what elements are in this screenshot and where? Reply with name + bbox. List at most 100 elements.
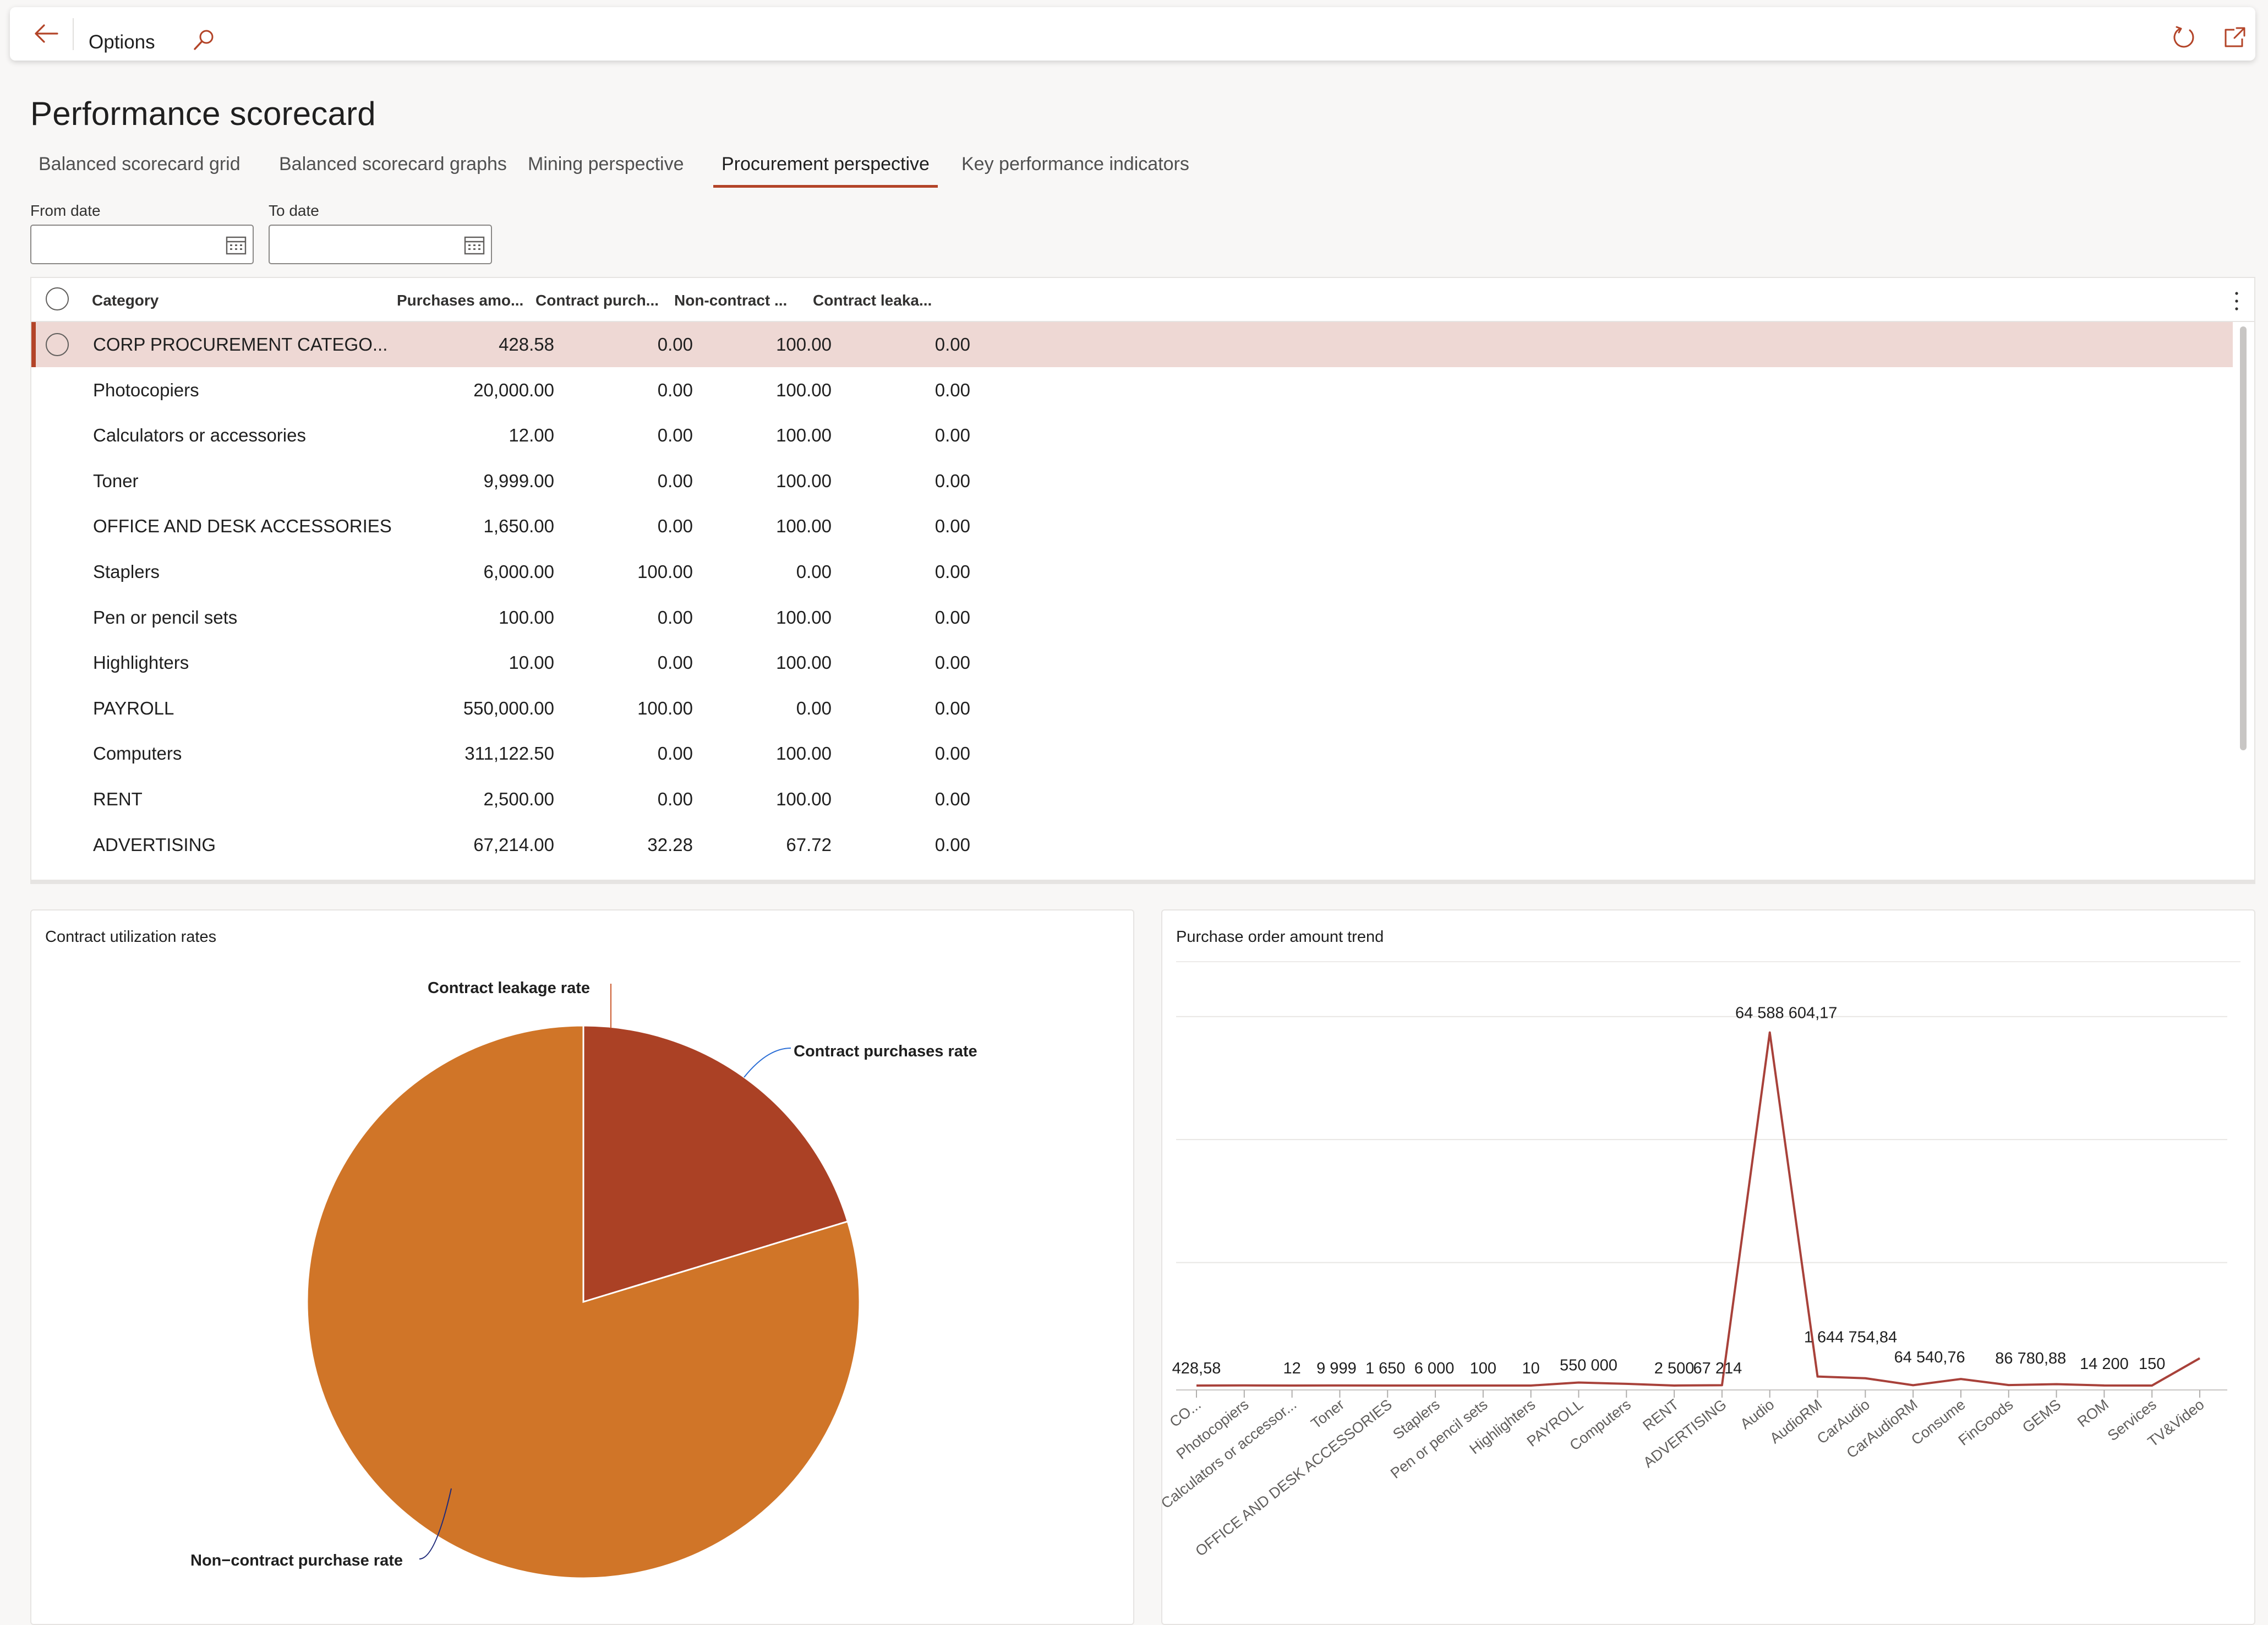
x-tick-label: GEMS (2019, 1396, 2064, 1436)
cell-contract-leakage: 0.00 (934, 334, 970, 355)
cell-contract-purchases: 0.00 (657, 652, 693, 673)
table-row[interactable]: Highlighters 10.00 0.00 100.00 0.00 (31, 640, 2233, 685)
data-label: 150 (2139, 1355, 2165, 1373)
divider (73, 18, 74, 50)
cell-contract-purchases: 0.00 (657, 516, 693, 537)
cell-category: ADVERTISING (93, 834, 216, 855)
cell-category: OFFICE AND DESK ACCESSORIES (93, 516, 392, 537)
cell-non-contract: 100.00 (776, 652, 832, 673)
cell-purchases-amount: 10.00 (509, 652, 554, 673)
cell-purchases-amount: 9,999.00 (483, 470, 554, 491)
column-header-non-contract[interactable]: Non-contract ... (674, 292, 788, 309)
table-row[interactable]: RENT 2,500.00 0.00 100.00 0.00 (31, 777, 2233, 822)
table-row[interactable]: Staplers 6,000.00 100.00 0.00 0.00 (31, 549, 2233, 595)
cell-contract-purchases: 0.00 (657, 379, 693, 400)
horizontal-scrollbar[interactable] (31, 880, 2254, 883)
vertical-scrollbar[interactable] (2240, 326, 2247, 750)
table-row[interactable]: PAYROLL 550,000.00 100.00 0.00 0.00 (31, 686, 2233, 731)
tab-mining-perspective[interactable]: Mining perspective (528, 154, 684, 175)
x-tick-label: Toner (1308, 1396, 1347, 1432)
cell-category: CORP PROCUREMENT CATEGO... (93, 334, 388, 355)
from-date-field[interactable] (30, 225, 254, 264)
cell-purchases-amount: 550,000.00 (463, 697, 554, 718)
procurement-grid: Category Purchases amo... Contract purch… (30, 277, 2255, 884)
cell-contract-leakage: 0.00 (934, 697, 970, 718)
contract-utilization-title: Contract utilization rates (45, 928, 217, 946)
cell-non-contract: 100.00 (776, 516, 832, 537)
cell-non-contract: 100.00 (776, 743, 832, 764)
cell-category: Toner (93, 470, 139, 491)
popout-icon (2225, 27, 2245, 47)
tab-balanced-scorecard-grid[interactable]: Balanced scorecard grid (39, 154, 241, 175)
column-header-category[interactable]: Category (92, 292, 159, 309)
options-menu[interactable]: Options (89, 31, 155, 53)
table-row[interactable]: Computers 311,122.50 0.00 100.00 0.00 (31, 731, 2233, 776)
cell-contract-purchases: 100.00 (637, 697, 693, 718)
panel-title-rule (1176, 961, 2240, 962)
table-row[interactable]: Toner 9,999.00 0.00 100.00 0.00 (31, 459, 2233, 504)
cell-contract-purchases: 0.00 (657, 334, 693, 355)
cell-non-contract: 100.00 (776, 470, 832, 491)
row-select-radio[interactable] (46, 333, 69, 356)
table-row[interactable]: CORP PROCUREMENT CATEGO... 428.58 0.00 100.… (31, 322, 2233, 367)
calendar-icon[interactable] (463, 235, 485, 255)
data-label: 100 (1470, 1360, 1496, 1377)
data-label: 2 500 (1654, 1360, 1695, 1377)
back-button[interactable] (32, 21, 61, 46)
x-tick-label: ADVERTISING (1640, 1396, 1729, 1471)
pie-leader-line (744, 1048, 791, 1078)
calendar-icon[interactable] (225, 235, 247, 255)
cell-purchases-amount: 67,214.00 (473, 834, 554, 855)
table-row[interactable]: ADVERTISING 67,214.00 32.28 67.72 0.00 (31, 822, 2233, 868)
cell-contract-leakage: 0.00 (934, 516, 970, 537)
table-row[interactable]: Pen or pencil sets 100.00 0.00 100.00 0.00 (31, 595, 2233, 640)
cell-non-contract: 0.00 (796, 697, 832, 718)
to-date-field[interactable] (269, 225, 492, 264)
search-icon (194, 30, 214, 50)
column-header-purchases-amount[interactable]: Purchases amo... (397, 292, 524, 309)
data-label: 550 000 (1560, 1357, 1617, 1375)
more-options-icon[interactable] (2233, 290, 2240, 312)
data-label: 64 540,76 (1894, 1349, 1965, 1366)
data-label: 428,58 (1172, 1360, 1221, 1377)
table-row[interactable]: OFFICE AND DESK ACCESSORIES 1,650.00 0.00 1… (31, 504, 2233, 549)
x-tick-label: ROM (2074, 1396, 2112, 1430)
table-row[interactable]: Calculators or accessories 12.00 0.00 100.0… (31, 413, 2233, 458)
x-tick-label: RENT (1639, 1396, 1681, 1434)
pie-slice[interactable] (306, 1024, 861, 1579)
pie-slice[interactable] (582, 1024, 849, 1304)
cell-non-contract: 100.00 (776, 607, 832, 628)
cell-category: Pen or pencil sets (93, 607, 238, 628)
cell-purchases-amount: 1,650.00 (483, 516, 554, 537)
pie-label: Contract purchases rate (794, 1043, 977, 1060)
cell-non-contract: 0.00 (796, 561, 832, 582)
tab-procurement-perspective[interactable]: Procurement perspective (713, 149, 938, 188)
x-tick-label: AudioRM (1767, 1396, 1825, 1447)
table-row[interactable]: Photocopiers 20,000.00 0.00 100.00 0.00 (31, 368, 2233, 413)
column-header-contract-leakage[interactable]: Contract leaka... (813, 292, 932, 309)
tab-key-performance-indicators[interactable]: Key performance indicators (961, 154, 1189, 175)
page-title: Performance scorecard (30, 95, 376, 132)
data-label: 86 780,88 (1995, 1350, 2066, 1367)
search-button[interactable] (192, 28, 219, 53)
cell-contract-purchases: 32.28 (647, 834, 693, 855)
cell-category: PAYROLL (93, 697, 174, 718)
cell-contract-leakage: 0.00 (934, 470, 970, 491)
trend-series-line[interactable] (1196, 1031, 2200, 1387)
cell-contract-leakage: 0.00 (934, 834, 970, 855)
cell-contract-leakage: 0.00 (934, 652, 970, 673)
cell-purchases-amount: 100.00 (499, 607, 554, 628)
pie-label: Contract leakage rate (428, 979, 590, 997)
refresh-icon (2173, 26, 2194, 48)
cell-category: Highlighters (93, 652, 189, 673)
tab-balanced-scorecard-graphs[interactable]: Balanced scorecard graphs (279, 154, 507, 175)
column-header-contract-purchases[interactable]: Contract purch... (535, 292, 659, 309)
data-label: 67 214 (1693, 1360, 1742, 1377)
cell-contract-purchases: 0.00 (657, 789, 693, 809)
select-all-radio[interactable] (46, 287, 69, 310)
refresh-button[interactable] (2170, 24, 2198, 51)
cell-contract-purchases: 100.00 (637, 561, 693, 582)
action-bar: Options (10, 7, 2255, 61)
open-in-new-window-button[interactable] (2221, 24, 2249, 51)
